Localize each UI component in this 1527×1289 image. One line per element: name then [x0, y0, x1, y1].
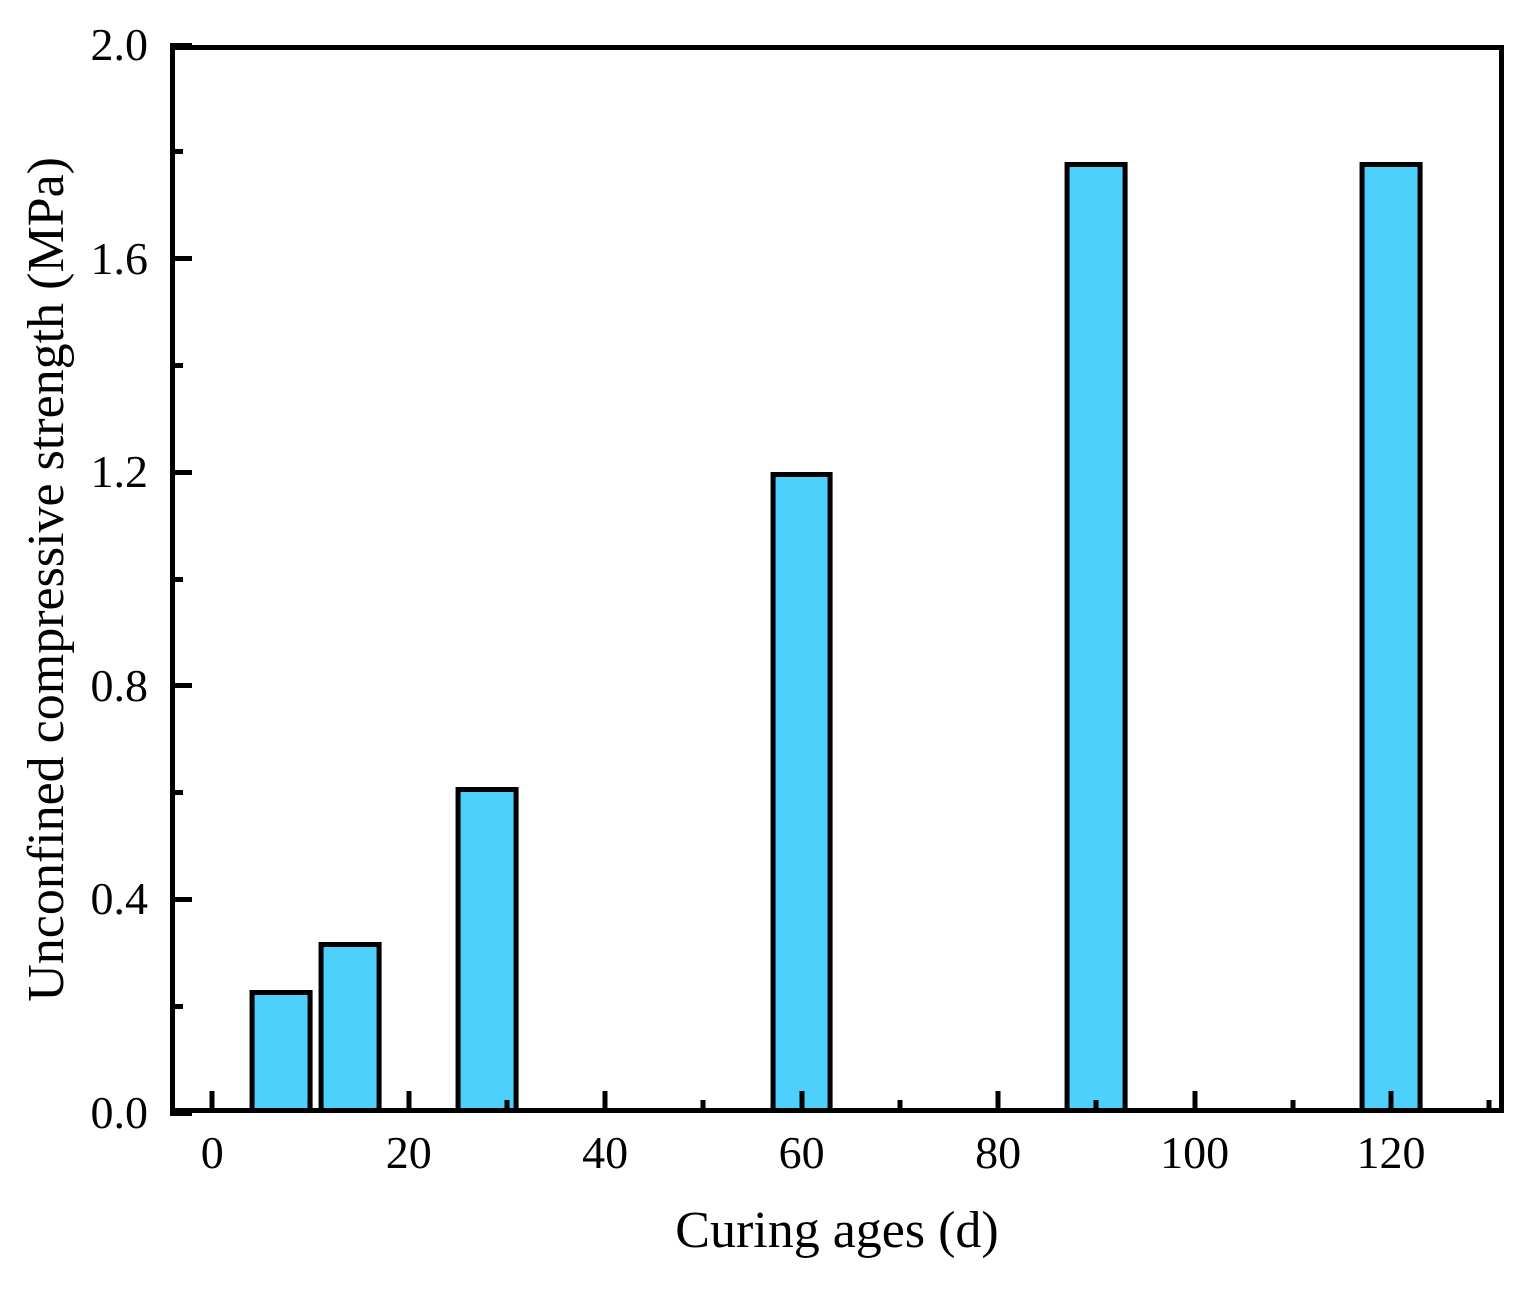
x-tick-label-20: 20 — [385, 1127, 432, 1178]
x-major-tick-80 — [995, 1091, 1001, 1113]
x-tick-label-120: 120 — [1356, 1127, 1426, 1178]
y-major-tick-0.4 — [170, 896, 192, 902]
x-minor-tick-90 — [1093, 1100, 1099, 1113]
y-axis-title: Unconfined compressive strength (MPa) — [18, 156, 75, 1002]
bar-curing-age-28d — [455, 787, 519, 1113]
bar-curing-age-7d — [249, 990, 313, 1113]
x-axis-title: Curing ages (d) — [675, 1202, 999, 1259]
y-minor-tick-0.6 — [170, 790, 183, 796]
y-minor-tick-0.2 — [170, 1003, 183, 1009]
bar-curing-age-14d — [318, 942, 382, 1113]
x-minor-tick-110 — [1290, 1100, 1296, 1113]
y-major-tick-1.6 — [170, 256, 192, 262]
x-tick-label-40: 40 — [582, 1127, 629, 1178]
y-tick-label-0.0: 0.0 — [90, 1087, 149, 1138]
x-tick-label-100: 100 — [1160, 1127, 1230, 1178]
y-axis-title-wrap: Unconfined compressive strength (MPa) — [4, 45, 90, 1113]
x-minor-tick-70 — [897, 1100, 903, 1113]
y-major-tick-0 — [170, 1110, 192, 1116]
x-major-tick-120 — [1388, 1091, 1394, 1113]
x-tick-label-0: 0 — [200, 1127, 224, 1178]
y-major-tick-0.8 — [170, 683, 192, 689]
x-major-tick-40 — [602, 1091, 608, 1113]
x-major-tick-60 — [799, 1091, 805, 1113]
bar-curing-age-120d — [1359, 162, 1423, 1113]
y-tick-label-0.4: 0.4 — [90, 873, 149, 925]
y-major-tick-1.2 — [170, 469, 192, 475]
x-minor-tick-130 — [1486, 1100, 1492, 1113]
x-tick-label-60: 60 — [778, 1127, 825, 1178]
bar-curing-age-60d — [770, 472, 834, 1113]
y-tick-label-0.8: 0.8 — [90, 659, 149, 711]
plot-area: 0 20 40 60 80 100 120 0.0 0.4 0.8 1.2 1.6 2.0 Curing… — [91, 22, 1504, 1257]
y-minor-tick-1.8 — [170, 149, 183, 155]
y-tick-label-2.0: 2.0 — [90, 19, 149, 70]
y-tick-label-1.2: 1.2 — [90, 446, 149, 498]
y-tick-label-1.6: 1.6 — [90, 232, 149, 284]
x-major-tick-0 — [209, 1091, 215, 1113]
x-tick-label-80: 80 — [975, 1127, 1022, 1178]
x-minor-tick-30 — [504, 1100, 510, 1113]
x-major-tick-100 — [1192, 1091, 1198, 1113]
x-major-tick-20 — [406, 1091, 412, 1113]
y-minor-tick-1 — [170, 576, 183, 582]
x-minor-tick-50 — [700, 1100, 706, 1113]
y-major-tick-2 — [170, 42, 192, 48]
x-minor-tick-10 — [307, 1100, 313, 1113]
bar-curing-age-90d — [1064, 162, 1128, 1113]
y-minor-tick-1.4 — [170, 362, 183, 368]
